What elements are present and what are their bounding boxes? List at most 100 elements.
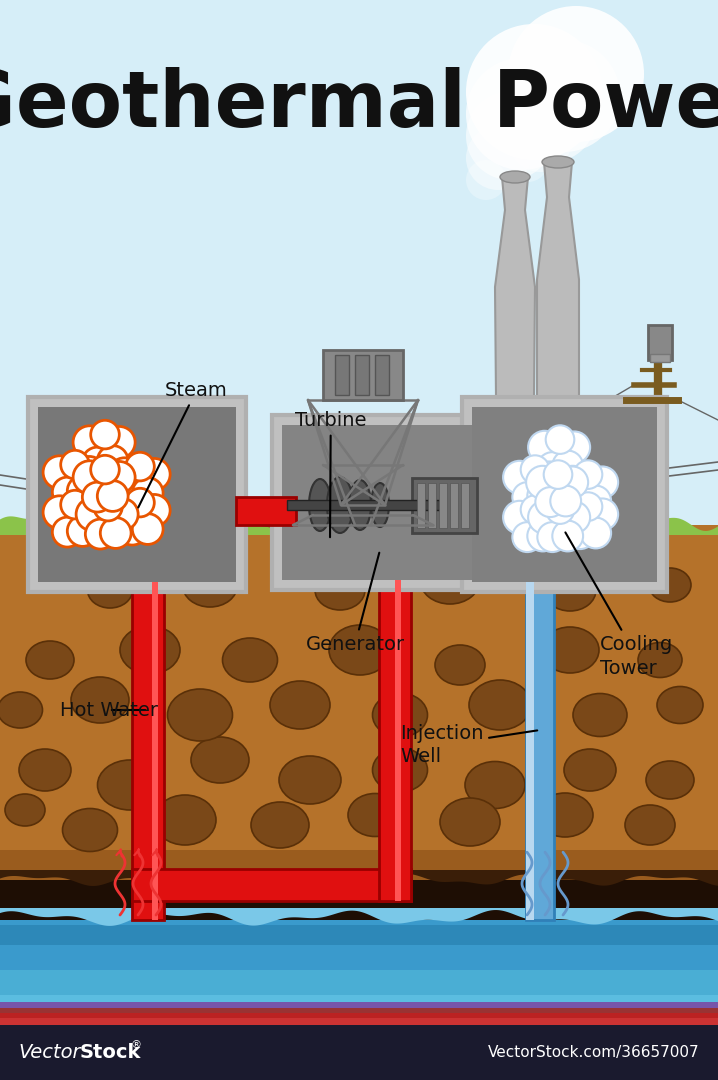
Bar [0, 525, 718, 880]
Circle shape [537, 522, 567, 552]
Circle shape [101, 517, 131, 549]
Text: Vector: Vector [18, 1043, 80, 1063]
Circle shape [566, 500, 610, 544]
Bar [0, 1018, 718, 1025]
Circle shape [90, 456, 119, 484]
Bar [132, 869, 411, 901]
Circle shape [565, 519, 595, 549]
Circle shape [508, 6, 644, 141]
Circle shape [117, 480, 147, 509]
Circle shape [118, 496, 162, 540]
Bar [395, 521, 401, 901]
Ellipse shape [542, 156, 574, 168]
Bar [439, 483, 447, 528]
Bar [152, 519, 158, 920]
Ellipse shape [573, 693, 627, 737]
Bar [0, 1008, 718, 1013]
Circle shape [556, 498, 589, 530]
Circle shape [580, 517, 611, 549]
Circle shape [61, 490, 89, 518]
Polygon shape [537, 162, 579, 397]
Circle shape [132, 514, 163, 544]
Circle shape [513, 482, 542, 512]
Ellipse shape [279, 756, 341, 804]
Ellipse shape [223, 638, 277, 681]
Polygon shape [495, 177, 535, 397]
Polygon shape [0, 908, 718, 926]
Circle shape [552, 521, 583, 552]
Circle shape [61, 450, 89, 478]
Circle shape [73, 426, 106, 459]
Circle shape [527, 521, 558, 552]
Ellipse shape [98, 760, 162, 810]
Ellipse shape [649, 568, 691, 602]
Circle shape [117, 515, 147, 545]
Bar [0, 1002, 718, 1008]
Ellipse shape [191, 737, 249, 783]
Bar [0, 880, 718, 920]
Ellipse shape [646, 761, 694, 799]
Bar [472, 407, 657, 582]
Circle shape [108, 458, 141, 490]
Polygon shape [0, 513, 718, 535]
Bar [0, 1013, 718, 1018]
Circle shape [508, 40, 620, 152]
Ellipse shape [167, 689, 233, 741]
Bar [412, 478, 477, 534]
Bar [0, 1015, 718, 1025]
Bar [379, 521, 411, 901]
Circle shape [538, 433, 582, 477]
Circle shape [85, 519, 116, 549]
Bar [132, 519, 164, 920]
Circle shape [559, 501, 590, 534]
Ellipse shape [625, 805, 675, 845]
Circle shape [587, 499, 618, 530]
Ellipse shape [420, 556, 480, 604]
Circle shape [126, 488, 154, 517]
Circle shape [52, 517, 83, 548]
Circle shape [521, 456, 549, 484]
Circle shape [526, 465, 559, 499]
Circle shape [73, 457, 105, 488]
Bar [428, 483, 436, 528]
Circle shape [550, 486, 581, 516]
Ellipse shape [638, 643, 682, 677]
Circle shape [565, 487, 595, 517]
Circle shape [533, 461, 565, 494]
Ellipse shape [373, 693, 427, 737]
Circle shape [556, 467, 588, 498]
Text: ®: ® [130, 1040, 141, 1050]
Circle shape [43, 496, 76, 529]
Ellipse shape [349, 480, 371, 530]
Ellipse shape [182, 563, 238, 607]
Bar [0, 924, 718, 945]
Circle shape [73, 497, 105, 528]
Circle shape [132, 477, 163, 509]
Ellipse shape [327, 477, 353, 534]
Polygon shape [0, 870, 718, 886]
Circle shape [508, 108, 572, 172]
Circle shape [536, 468, 580, 512]
Circle shape [538, 503, 582, 546]
Circle shape [98, 446, 128, 476]
Circle shape [574, 492, 602, 521]
Bar [462, 397, 667, 592]
Ellipse shape [564, 750, 616, 791]
Circle shape [98, 481, 128, 512]
Circle shape [533, 501, 565, 534]
Text: VectorStock.com/36657007: VectorStock.com/36657007 [488, 1045, 700, 1061]
Circle shape [546, 426, 574, 454]
Bar [282, 426, 482, 580]
Circle shape [528, 501, 561, 534]
Ellipse shape [270, 681, 330, 729]
Circle shape [139, 458, 170, 490]
Bar [648, 325, 672, 360]
Circle shape [52, 477, 83, 508]
Ellipse shape [315, 570, 365, 610]
Circle shape [466, 126, 530, 190]
Bar [0, 920, 718, 1025]
Circle shape [466, 24, 602, 160]
Bar [355, 355, 369, 395]
Text: Hot Water: Hot Water [60, 701, 158, 719]
Bar [287, 500, 441, 510]
